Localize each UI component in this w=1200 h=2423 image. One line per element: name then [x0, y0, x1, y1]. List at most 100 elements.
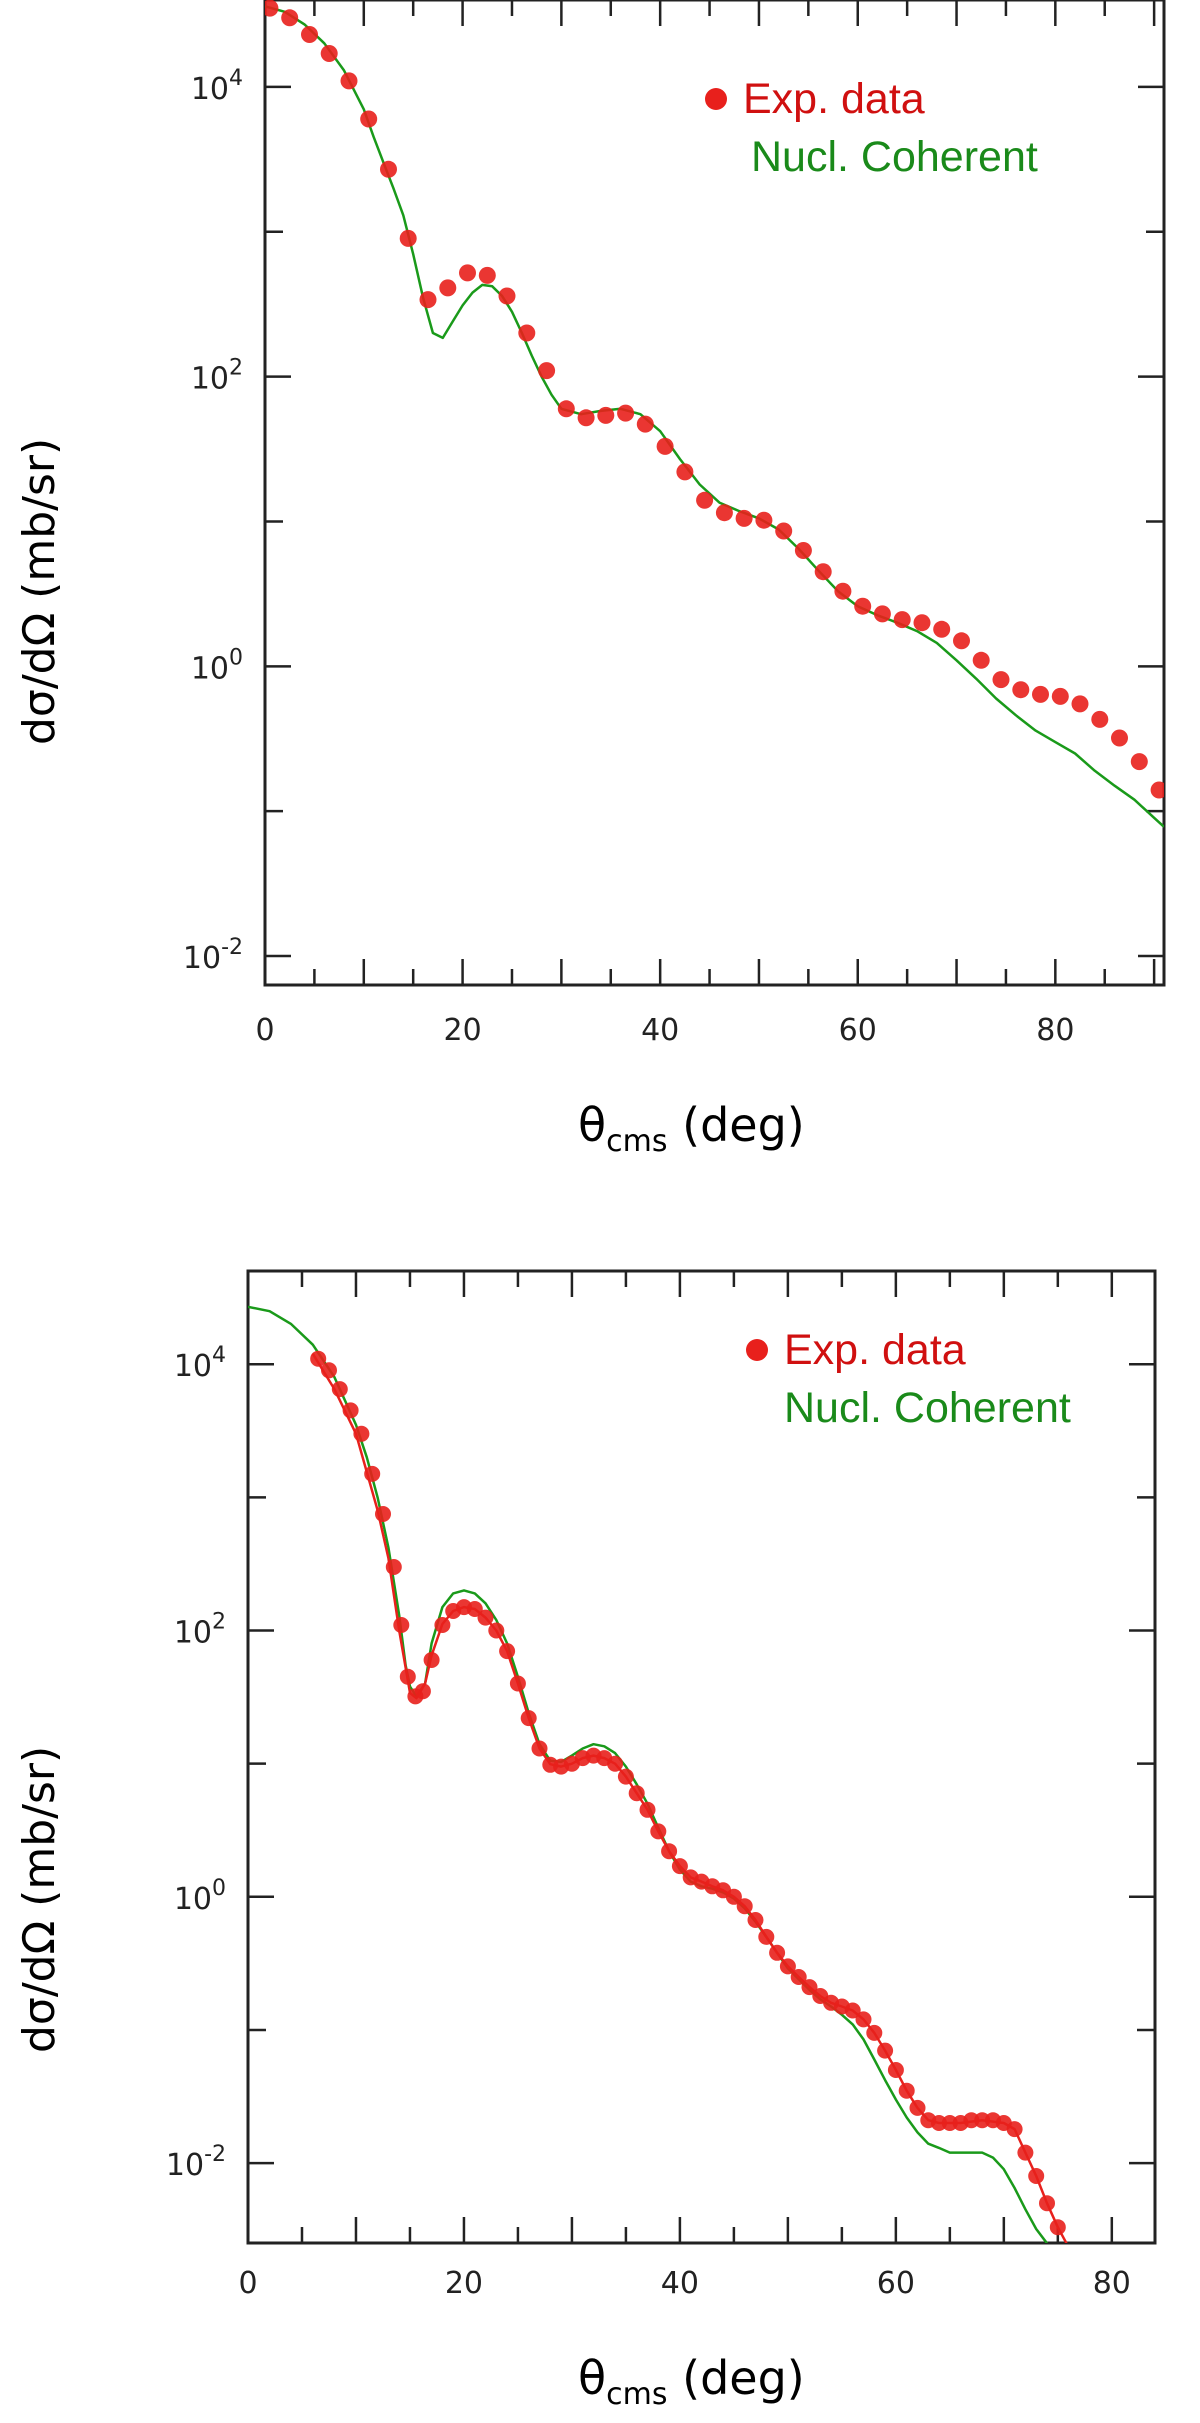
data-point-exp-data: [393, 1617, 410, 1633]
x-axis-label-subscript: cms: [606, 2377, 668, 2412]
legend-entry-exp-data: Exp. data: [746, 1321, 1071, 1379]
data-point-exp-data: [320, 45, 338, 62]
data-point-exp-data: [509, 1675, 526, 1692]
data-point-exp-data: [790, 1969, 807, 1985]
data-point-exp-data: [736, 1898, 753, 1915]
data-point-exp-data: [617, 1768, 634, 1785]
data-point-exp-data: [801, 1979, 818, 1996]
data-point-exp-data: [1017, 2144, 1034, 2161]
data-point-exp-data: [661, 1843, 678, 1860]
data-point-exp-data: [656, 437, 674, 455]
x-axis-label-unit: (deg): [667, 1098, 805, 1152]
data-point-exp-data: [893, 611, 911, 629]
data-point-exp-data: [617, 404, 635, 422]
y-axis-label-bottom: dσ/dΩ (mb/sr): [14, 1745, 65, 2053]
data-point-exp-data: [331, 1381, 348, 1398]
data-point-exp-data: [518, 324, 536, 342]
y-tick-label: 102: [191, 356, 243, 397]
data-point-exp-data: [419, 291, 437, 309]
x-tick-label: 40: [641, 1013, 679, 1048]
data-point-exp-data: [380, 160, 397, 178]
data-point-exp-data: [434, 1617, 451, 1633]
data-point-exp-data: [310, 1350, 327, 1367]
data-point-exp-data: [779, 1958, 796, 1975]
data-point-exp-data: [1049, 2219, 1066, 2236]
legend-entry-nucl-coherent: Nucl. Coherent: [746, 1379, 1071, 1437]
data-point-exp-data: [866, 2024, 883, 2041]
data-point-exp-data: [466, 1601, 483, 1617]
y-tick-label: 10-2: [183, 935, 243, 976]
data-point-exp-data: [265, 0, 279, 17]
data-point-exp-data: [488, 1622, 505, 1639]
data-point-exp-data: [281, 9, 299, 27]
data-point-exp-data: [1091, 710, 1109, 728]
data-point-exp-data: [1130, 753, 1148, 771]
x-tick-label: 0: [238, 2266, 257, 2301]
plot-area: [265, 0, 1164, 828]
x-axis-label-unit: (deg): [667, 2351, 805, 2405]
data-point-exp-data: [814, 563, 832, 581]
plot-frame: [263, 0, 1166, 987]
x-axis-label-subscript: cms: [606, 1124, 668, 1159]
x-tick-label: 20: [445, 2266, 483, 2301]
data-point-exp-data: [478, 266, 496, 284]
data-point-exp-data: [735, 509, 753, 527]
data-point-exp-data: [353, 1425, 370, 1442]
data-point-exp-data: [855, 2011, 872, 2028]
plot-area: [248, 1305, 1068, 2243]
legend-label-exp-data: Exp. data: [743, 74, 925, 123]
chart-panel-top: 0 20 40 60 80 10-2 100 102 104 Exp. data Nucl. C…: [0, 0, 1200, 1190]
y-tick-label: 100: [191, 645, 243, 686]
data-point-exp-data: [360, 110, 378, 128]
legend-bottom: Exp. data Nucl. Coherent: [746, 1321, 1071, 1437]
data-point-exp-data: [794, 542, 812, 559]
data-point-exp-data: [775, 522, 793, 540]
series-line-nucl-coherent: [248, 1305, 1048, 2243]
y-axis-label-top: dσ/dΩ (mb/sr): [14, 437, 65, 745]
data-point-exp-data: [499, 1643, 516, 1660]
data-point-exp-data: [933, 620, 951, 638]
chart-bottom-svg: 0 20 40 60 80 10-2 100 102 104: [166, 1269, 1157, 2301]
x-tick-label: 80: [1036, 1013, 1074, 1048]
legend-marker-exp-data: [705, 88, 727, 110]
data-point-exp-data: [844, 2002, 861, 2019]
data-point-exp-data: [399, 229, 417, 247]
data-point-exp-data: [1028, 2168, 1045, 2184]
x-axis-label-top: θcms (deg): [578, 1098, 805, 1159]
y-tick-label: 100: [174, 1876, 226, 1917]
data-point-exp-data: [913, 614, 931, 632]
data-point-exp-data: [715, 504, 733, 522]
data-point-exp-data: [877, 2042, 894, 2059]
x-tick-label: 80: [1093, 2266, 1131, 2301]
y-tick-label: 10-2: [166, 2142, 226, 2183]
data-point-exp-data: [758, 1928, 775, 1945]
data-point-exp-data: [854, 597, 872, 615]
data-point-exp-data: [577, 409, 595, 427]
legend-entry-nucl-coherent: Nucl. Coherent: [705, 128, 1038, 186]
y-tick-label: 104: [191, 66, 243, 107]
data-point-exp-data: [639, 1801, 656, 1818]
x-axis-label-symbol: θ: [578, 1098, 607, 1152]
data-point-exp-data: [301, 26, 318, 43]
data-point-exp-data: [399, 1668, 416, 1685]
x-tick-label: 20: [443, 1013, 481, 1048]
data-point-exp-data: [607, 1755, 624, 1772]
x-tick-label: 0: [255, 1013, 274, 1048]
data-point-exp-data: [1071, 695, 1089, 713]
data-point-exp-data: [887, 2062, 904, 2078]
x-tick-label: 60: [877, 2266, 915, 2301]
x-tick-label: 40: [661, 2266, 699, 2301]
data-point-exp-data: [342, 1402, 359, 1419]
data-point-exp-data: [477, 1609, 494, 1626]
data-point-exp-data: [953, 632, 970, 650]
data-point-exp-data: [375, 1506, 391, 1522]
chart-panel-bottom: 0 20 40 60 80 10-2 100 102 104 Exp. data Nucl. C…: [0, 1233, 1200, 2423]
data-point-exp-data: [725, 1888, 742, 1905]
data-point-exp-data: [992, 671, 1010, 689]
data-point-exp-data: [498, 287, 516, 305]
data-point-exp-data: [538, 362, 556, 380]
legend-label-exp-data: Exp. data: [784, 1325, 966, 1374]
data-point-exp-data: [1039, 2195, 1055, 2212]
legend-label-nucl-coherent: Nucl. Coherent: [784, 1383, 1071, 1432]
